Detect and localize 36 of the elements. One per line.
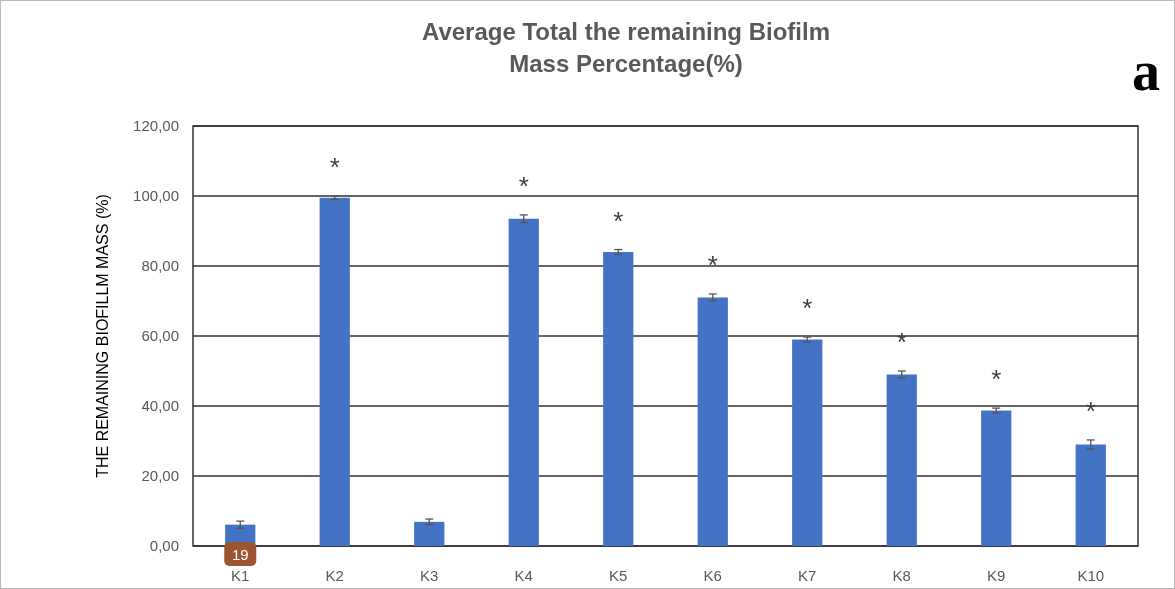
x-tick-label: K3 [420, 567, 439, 584]
x-tick-label: K8 [892, 567, 911, 584]
bar [319, 197, 350, 546]
x-tick-label: K4 [514, 567, 533, 584]
y-tick-label: 80,00 [141, 257, 179, 274]
y-axis-title: THE REMAINING BIOFILLM MASS (%) [94, 194, 111, 478]
y-tick-label: 100,00 [133, 187, 179, 204]
y-tick-label: 40,00 [141, 397, 179, 414]
annotation: 19 [231, 546, 249, 563]
x-tick-label: K9 [987, 567, 1006, 584]
y-tick-label: 20,00 [141, 467, 179, 484]
data-label: * [518, 170, 529, 201]
data-label: * [707, 250, 718, 280]
y-tick-label: 120,00 [133, 117, 179, 134]
bar [508, 218, 539, 546]
x-tick-label: K6 [703, 567, 722, 584]
y-tick-label: 0,00 [149, 537, 179, 554]
x-tick-label: K2 [325, 567, 344, 584]
chart-title: Average Total the remaining Biofilm Mass Percentage(%) [421, 18, 831, 77]
bar [981, 410, 1012, 546]
data-label: * [613, 205, 624, 236]
bar [886, 374, 917, 546]
text: a [1132, 40, 1160, 102]
x-tick-label: K7 [798, 567, 817, 584]
data-label: * [991, 364, 1002, 395]
bar [697, 297, 728, 546]
x-tick-label: K1 [231, 567, 250, 584]
data-label: * [802, 293, 813, 324]
bar [1075, 444, 1106, 546]
y-tick-label: 60,00 [141, 327, 179, 344]
bar [792, 339, 823, 546]
x-tick-label: K10 [1077, 567, 1105, 584]
data-label: * [329, 152, 340, 182]
x-tick-label: K5 [609, 567, 628, 584]
bar [414, 521, 445, 546]
bar [603, 252, 634, 546]
